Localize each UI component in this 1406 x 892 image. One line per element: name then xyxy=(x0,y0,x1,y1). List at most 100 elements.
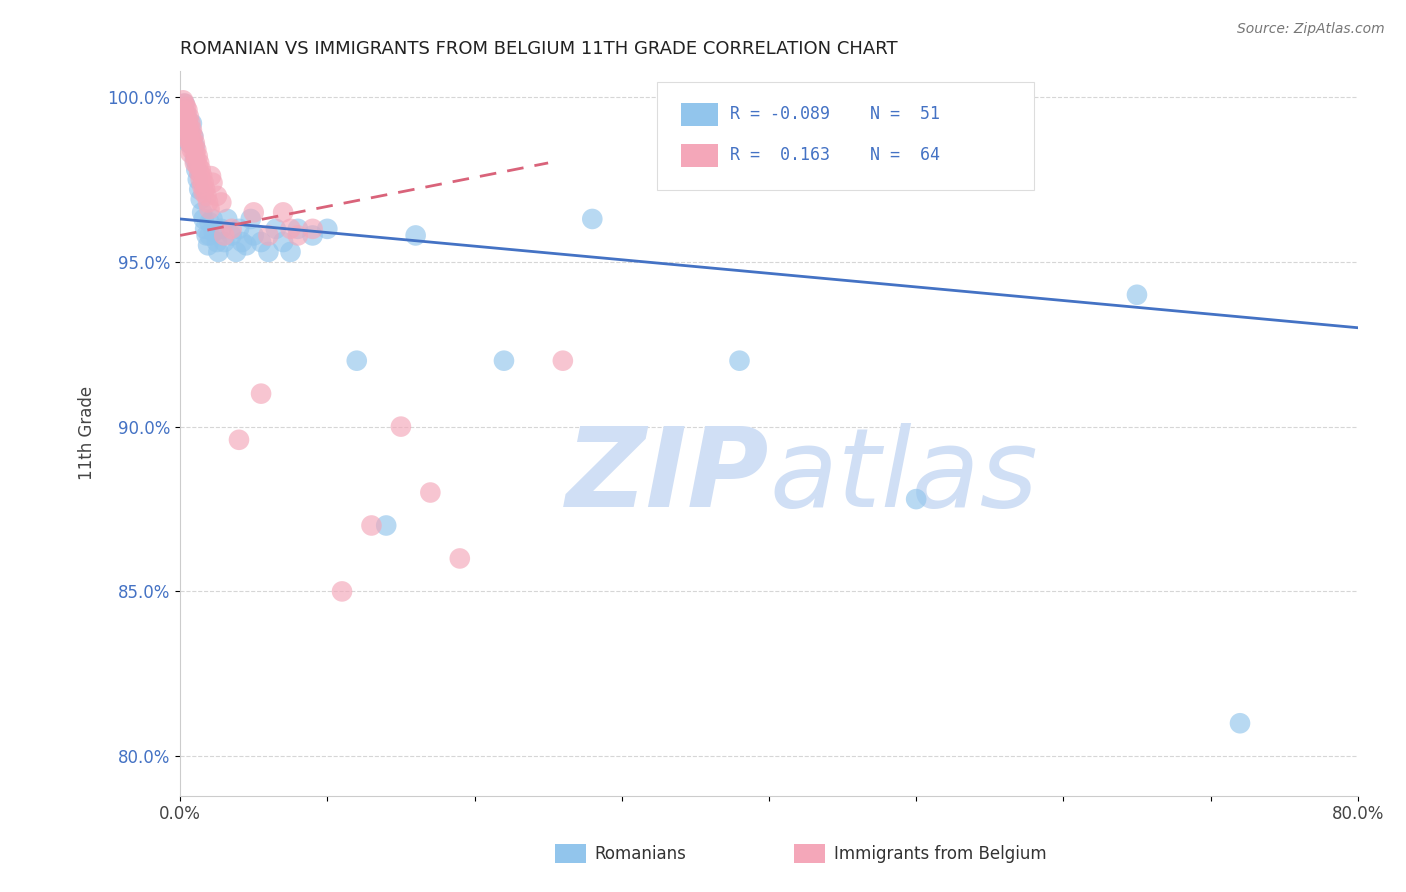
Point xyxy=(184,153,207,167)
Point xyxy=(179,126,201,140)
Point xyxy=(205,235,228,249)
Point xyxy=(375,518,398,533)
Point xyxy=(174,110,197,124)
FancyBboxPatch shape xyxy=(681,103,718,126)
Point xyxy=(250,386,273,401)
Point xyxy=(179,146,201,161)
FancyBboxPatch shape xyxy=(681,144,718,167)
Point xyxy=(492,353,515,368)
Point xyxy=(217,211,239,226)
Point xyxy=(209,222,232,236)
Point xyxy=(183,139,205,153)
Point xyxy=(187,172,209,186)
Point xyxy=(180,133,202,147)
Point xyxy=(280,244,302,259)
Point xyxy=(214,235,236,249)
Point xyxy=(193,186,215,200)
Point xyxy=(190,172,212,186)
Point xyxy=(346,353,368,368)
Point xyxy=(174,100,197,114)
Point xyxy=(194,182,217,196)
Point xyxy=(190,192,212,206)
Point xyxy=(271,235,294,249)
Point xyxy=(1126,287,1149,301)
Text: R = -0.089    N =  51: R = -0.089 N = 51 xyxy=(730,105,941,123)
Point xyxy=(177,136,200,150)
Text: Source: ZipAtlas.com: Source: ZipAtlas.com xyxy=(1237,22,1385,37)
FancyBboxPatch shape xyxy=(657,81,1033,190)
Point xyxy=(188,156,211,170)
Point xyxy=(173,96,195,111)
Text: ROMANIAN VS IMMIGRANTS FROM BELGIUM 11TH GRADE CORRELATION CHART: ROMANIAN VS IMMIGRANTS FROM BELGIUM 11TH… xyxy=(180,40,897,58)
Point xyxy=(183,129,205,144)
Point xyxy=(186,153,208,167)
Text: R =  0.163    N =  64: R = 0.163 N = 64 xyxy=(730,146,941,164)
Point xyxy=(198,202,221,216)
Text: Romanians: Romanians xyxy=(595,845,686,863)
Point xyxy=(172,113,194,128)
Point xyxy=(905,492,928,507)
Point xyxy=(197,238,219,252)
Point xyxy=(316,222,339,236)
Point xyxy=(228,433,250,447)
Point xyxy=(221,228,243,243)
Point xyxy=(180,123,202,137)
Point xyxy=(225,244,247,259)
Point xyxy=(174,106,197,120)
Point xyxy=(228,222,250,236)
Point xyxy=(191,205,214,219)
Point xyxy=(301,228,323,243)
Point xyxy=(176,133,198,147)
Point xyxy=(193,176,215,190)
Point xyxy=(271,205,294,219)
Point xyxy=(198,215,221,229)
Point xyxy=(180,116,202,130)
Text: ZIP: ZIP xyxy=(565,423,769,530)
Point xyxy=(176,113,198,128)
Point xyxy=(184,156,207,170)
Point xyxy=(191,179,214,194)
Point xyxy=(173,96,195,111)
Point xyxy=(187,159,209,173)
Point xyxy=(195,189,218,203)
Text: atlas: atlas xyxy=(769,423,1038,530)
Point xyxy=(581,211,603,226)
Point xyxy=(257,244,280,259)
Point xyxy=(239,211,262,226)
Point xyxy=(287,228,309,243)
Point xyxy=(174,129,197,144)
Point xyxy=(186,143,208,157)
Point xyxy=(360,518,382,533)
Point xyxy=(184,139,207,153)
Point xyxy=(201,176,224,190)
Point xyxy=(405,228,427,243)
Point xyxy=(728,353,751,368)
Point xyxy=(235,238,257,252)
Point xyxy=(231,235,253,249)
Point xyxy=(183,129,205,144)
Point xyxy=(173,106,195,120)
Point xyxy=(177,120,200,134)
Point xyxy=(242,228,264,243)
Point xyxy=(287,222,309,236)
Point xyxy=(180,143,202,157)
Point xyxy=(449,551,471,566)
Point xyxy=(177,110,200,124)
Point xyxy=(193,211,215,226)
Point xyxy=(242,205,264,219)
Point xyxy=(187,149,209,163)
Point xyxy=(172,93,194,107)
Point xyxy=(186,162,208,177)
Point xyxy=(188,166,211,180)
Point xyxy=(190,162,212,177)
Point xyxy=(221,222,243,236)
Y-axis label: 11th Grade: 11th Grade xyxy=(79,386,96,480)
Point xyxy=(264,222,287,236)
Point xyxy=(280,222,302,236)
Point xyxy=(205,189,228,203)
Point xyxy=(200,169,222,183)
Point xyxy=(191,169,214,183)
Point xyxy=(176,103,198,118)
Point xyxy=(389,419,412,434)
Point xyxy=(176,126,198,140)
